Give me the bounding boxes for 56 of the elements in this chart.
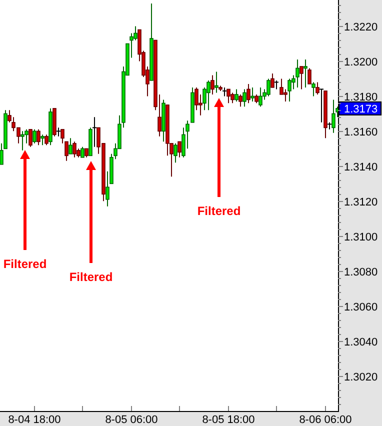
candlestick [20,130,24,151]
candlestick [242,88,246,108]
candlestick [300,66,304,90]
y-tick-label: 1.3120 [344,196,378,208]
annotation: Filtered [3,257,47,271]
candlestick [206,80,210,111]
y-tick-label: 1.3060 [344,301,378,314]
y-tick-label: 1.3160 [344,126,378,138]
y-tick-label: 1.3180 [344,91,378,104]
candlestick [288,78,292,102]
candlestick [210,74,214,95]
annotation: Filtered [69,270,113,284]
y-tick-label: 1.3220 [344,21,378,34]
candlestick [32,128,36,144]
candlestick [178,141,182,158]
x-tick-label: 8-06 06:00 [299,414,352,426]
y-tick-label: 1.3100 [344,231,378,244]
y-tick-label: 1.3200 [344,56,378,68]
candlestick [28,128,32,148]
candlestick [270,72,274,88]
x-tick-label: 8-05 18:00 [202,414,255,426]
y-tick-label: 1.3080 [344,266,378,278]
candlestick [72,141,76,158]
candlestick [319,88,324,123]
candlestick [80,146,84,158]
candlestick [226,88,230,104]
candlestick [258,86,262,108]
candlestick [56,127,61,137]
candlestick [284,88,288,102]
y-tick-label: 1.3040 [344,336,378,348]
candlestick [234,88,238,102]
candlestick [68,138,72,154]
x-tick-label: 8-04 18:00 [8,414,61,426]
candlestick [304,58,308,88]
candlestick [238,94,242,108]
candlestick [36,128,40,146]
candlestick [40,134,44,146]
candlestick [308,68,312,84]
candlestick [266,78,270,97]
candlestick [64,141,68,162]
x-tick-label: 8-05 06:00 [105,414,158,426]
candlestick [44,134,48,146]
candlestick [230,92,234,104]
y-tick-label: 1.3140 [344,161,378,174]
candlestick [316,82,320,95]
text: 1.3173 [344,103,378,116]
candlestick [214,71,218,94]
candlestick [92,116,97,148]
candlestick [312,82,316,97]
candlestick [174,142,178,164]
candlestick [246,83,250,104]
y-tick-label: 1.3020 [344,371,378,384]
annotation: Filtered [197,204,241,218]
candlestick [296,58,300,88]
candlestick [332,99,336,134]
candlestick [250,86,254,102]
